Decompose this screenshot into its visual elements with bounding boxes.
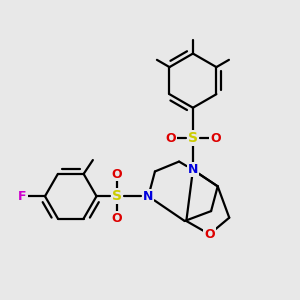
Text: S: S xyxy=(188,131,198,146)
Text: O: O xyxy=(210,132,221,145)
Text: O: O xyxy=(165,132,176,145)
Text: N: N xyxy=(143,190,154,203)
Text: O: O xyxy=(204,228,215,241)
Text: F: F xyxy=(18,190,27,203)
Text: S: S xyxy=(112,189,122,203)
Text: O: O xyxy=(112,212,122,225)
Text: N: N xyxy=(188,163,198,176)
Text: O: O xyxy=(112,168,122,181)
